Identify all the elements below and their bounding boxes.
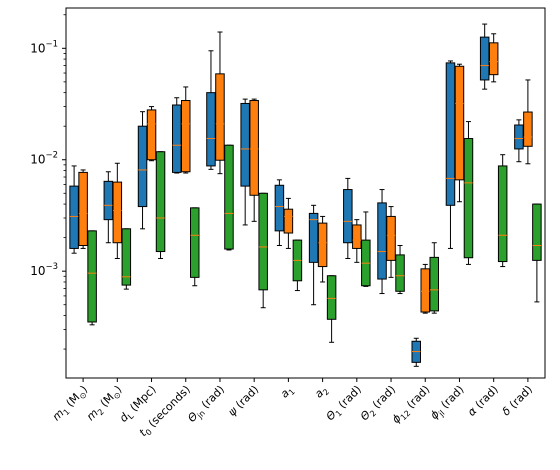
y-tick-label: 10−1 xyxy=(30,39,58,55)
series-1-box xyxy=(137,111,148,230)
box-iqr xyxy=(121,228,132,286)
box-iqr xyxy=(488,42,499,76)
box-iqr xyxy=(172,104,182,173)
box-iqr xyxy=(190,207,200,278)
series-2-box xyxy=(352,219,362,263)
series-3-box xyxy=(121,228,132,290)
series-1-box xyxy=(343,177,353,259)
series-2-box xyxy=(386,206,396,278)
box-iqr xyxy=(463,138,474,259)
box-iqr xyxy=(215,73,225,161)
series-2-box xyxy=(317,215,328,283)
box-iqr xyxy=(137,125,148,208)
series-2-box xyxy=(249,98,259,222)
series-3-box xyxy=(292,239,303,292)
box-iqr xyxy=(445,62,456,206)
box-iqr xyxy=(514,124,524,150)
box-iqr xyxy=(240,102,250,187)
y-tick-label: 10−2 xyxy=(30,151,58,167)
box-iqr xyxy=(395,254,405,292)
series-2-box xyxy=(283,197,294,249)
series-2-box xyxy=(112,162,123,259)
series-1-box xyxy=(377,189,387,295)
box-iqr xyxy=(283,208,294,234)
box-iqr xyxy=(317,222,328,268)
series-1-box xyxy=(308,204,319,306)
box-iqr xyxy=(420,268,430,313)
series-2-box xyxy=(454,63,465,203)
box-iqr xyxy=(87,230,97,323)
series-3-box xyxy=(361,211,371,287)
series-2-box xyxy=(420,263,430,314)
box-iqr xyxy=(326,275,337,320)
series-3-box xyxy=(155,151,166,259)
box-iqr xyxy=(206,92,216,167)
series-3-box xyxy=(429,242,439,314)
series-2-box xyxy=(78,169,88,249)
series-3-box xyxy=(87,230,97,326)
series-3-box xyxy=(326,275,337,343)
series-3-box xyxy=(258,192,268,309)
box-iqr xyxy=(343,189,353,244)
box-iqr xyxy=(112,181,123,244)
box-iqr xyxy=(224,144,234,250)
series-1-box xyxy=(411,337,421,367)
box-iqr xyxy=(69,185,79,249)
box-iqr xyxy=(78,171,88,246)
box-iqr xyxy=(146,109,157,161)
box-iqr xyxy=(454,65,465,181)
plot-area-frame xyxy=(65,7,546,379)
box-iqr xyxy=(181,100,191,173)
box-iqr xyxy=(377,202,387,280)
y-tick-label: 10−3 xyxy=(30,262,58,278)
series-2-box xyxy=(215,31,225,175)
series-3-box xyxy=(532,203,542,303)
series-2-box xyxy=(488,33,499,83)
box-iqr xyxy=(429,256,439,312)
box-iqr xyxy=(352,224,362,249)
box-iqr xyxy=(308,212,319,263)
box-iqr xyxy=(258,192,268,291)
series-3-box xyxy=(463,121,474,265)
box-iqr xyxy=(532,203,542,261)
box-iqr xyxy=(274,184,285,232)
series-3-box xyxy=(224,144,234,251)
series-2-box xyxy=(523,79,533,165)
series-2-box xyxy=(146,106,157,162)
box-iqr xyxy=(497,165,508,263)
box-iqr xyxy=(386,215,396,261)
series-2-box xyxy=(181,86,191,174)
series-3-box xyxy=(395,244,405,295)
box-iqr xyxy=(155,151,166,253)
box-iqr xyxy=(103,180,114,221)
series-3-box xyxy=(190,207,200,287)
box-iqr xyxy=(479,36,490,81)
box-iqr xyxy=(523,111,533,147)
box-iqr xyxy=(249,100,259,196)
series-3-box xyxy=(497,154,508,268)
series-1-box xyxy=(274,179,285,246)
box-series xyxy=(69,23,542,367)
series-1-box xyxy=(172,97,182,174)
